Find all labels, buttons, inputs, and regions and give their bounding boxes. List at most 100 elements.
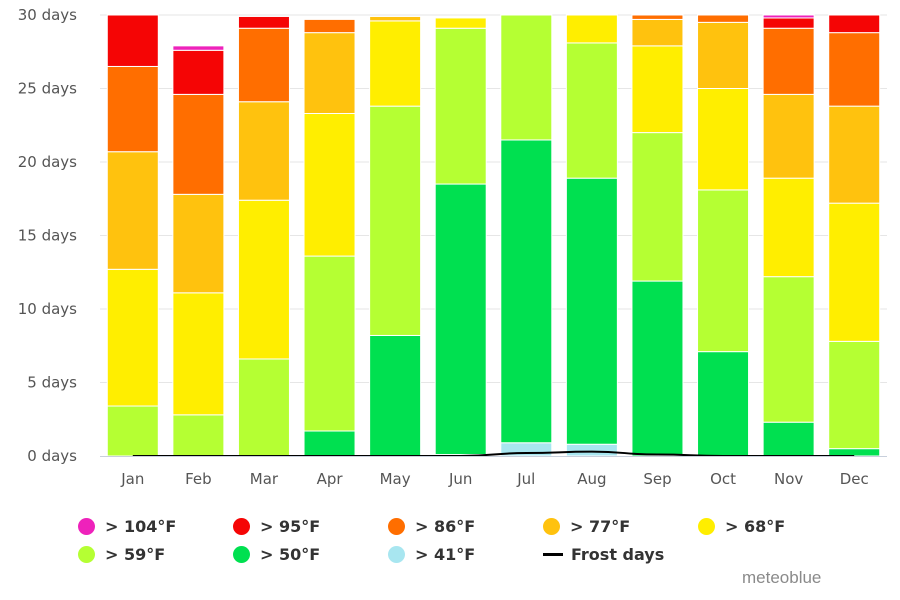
y-tick-label: 20 days — [18, 153, 77, 171]
bar-segment-jun-3[interactable] — [434, 17, 487, 29]
legend-swatch-41f — [388, 545, 405, 563]
bar-segment-jan-2[interactable] — [106, 405, 159, 457]
bar-segment-aug-3[interactable] — [565, 14, 618, 44]
grid-lines — [100, 14, 887, 383]
bar-segment-oct-2[interactable] — [697, 189, 750, 353]
legend-item-77f[interactable]: > 77°F — [543, 517, 698, 536]
bar-segment-apr-5[interactable] — [303, 18, 356, 34]
legend-label-68f: > 68°F — [725, 516, 786, 536]
x-tick-label-aug: Aug — [577, 470, 606, 488]
bar-segment-mar-5[interactable] — [237, 27, 290, 103]
bar-segment-dec-1[interactable] — [828, 448, 881, 457]
bar-segment-apr-4[interactable] — [303, 32, 356, 114]
bar-segment-jul-1[interactable] — [500, 139, 553, 444]
credit-meteoblue[interactable]: meteoblue — [742, 568, 822, 587]
legend-swatch-77f — [543, 517, 560, 535]
bar-segment-jul-2[interactable] — [500, 14, 553, 141]
bar-segment-mar-2[interactable] — [237, 358, 290, 457]
x-tick-label-feb: Feb — [185, 470, 212, 488]
bar-segment-nov-6[interactable] — [762, 17, 815, 29]
bar-segment-feb-5[interactable] — [172, 93, 225, 195]
y-tick-label: 25 days — [18, 80, 77, 98]
y-tick-label: 10 days — [18, 300, 77, 318]
bar-segment-nov-1[interactable] — [762, 421, 815, 457]
bar-segment-feb-6[interactable] — [172, 49, 225, 95]
bar-segment-jan-5[interactable] — [106, 65, 159, 153]
bar-segment-mar-6[interactable] — [237, 15, 290, 29]
bar-segment-jan-6[interactable] — [106, 14, 159, 67]
legend-swatch-68f — [698, 517, 715, 535]
bar-segment-nov-7[interactable] — [762, 14, 815, 19]
legend-item-frost-days[interactable]: Frost days — [543, 545, 698, 564]
bar-segment-may-3[interactable] — [369, 20, 422, 107]
bar-segment-dec-2[interactable] — [828, 340, 881, 450]
bar-segment-mar-3[interactable] — [237, 199, 290, 360]
legend-row-1: > 104°F > 95°F > 86°F > 77°F > 68°F — [78, 512, 838, 540]
bar-segment-oct-1[interactable] — [697, 351, 750, 457]
legend-label-104f: > 104°F — [105, 516, 177, 536]
bar-segment-dec-5[interactable] — [828, 32, 881, 107]
legend-label-77f: > 77°F — [570, 516, 631, 536]
legend-label-50f: > 50°F — [260, 544, 321, 564]
bar-segment-jan-4[interactable] — [106, 151, 159, 270]
legend-label-59f: > 59°F — [105, 544, 166, 564]
x-axis: Jan Feb Mar Apr May Jun Jul Aug Sep Oct Nov Dec — [100, 456, 887, 488]
x-tick-label-nov: Nov — [774, 470, 803, 488]
bar-segment-aug-1[interactable] — [565, 177, 618, 445]
bar-segment-dec-3[interactable] — [828, 202, 881, 342]
bar-segment-apr-2[interactable] — [303, 255, 356, 432]
y-tick-label: 0 days — [27, 447, 77, 465]
legend-item-104f[interactable]: > 104°F — [78, 517, 233, 536]
bar-segment-sep-2[interactable] — [631, 132, 684, 282]
legend-swatch-104f — [78, 517, 95, 535]
bar-segment-feb-2[interactable] — [172, 414, 225, 457]
bar-segment-jun-2[interactable] — [434, 27, 487, 185]
legend-item-59f[interactable]: > 59°F — [78, 545, 233, 564]
y-tick-label: 30 days — [18, 6, 77, 24]
legend-item-68f[interactable]: > 68°F — [698, 517, 838, 536]
bar-segment-sep-1[interactable] — [631, 280, 684, 457]
bar-segment-oct-4[interactable] — [697, 21, 750, 90]
bar-segment-sep-4[interactable] — [631, 18, 684, 47]
legend-item-95f[interactable]: > 95°F — [233, 517, 388, 536]
x-tick-label-oct: Oct — [710, 470, 736, 488]
bar-segment-apr-1[interactable] — [303, 430, 356, 457]
bars — [106, 14, 881, 457]
bar-segment-dec-6[interactable] — [828, 14, 881, 34]
legend-swatch-95f — [233, 517, 250, 535]
y-tick-label: 5 days — [27, 374, 77, 392]
bar-segment-oct-3[interactable] — [697, 88, 750, 191]
legend-label-95f: > 95°F — [260, 516, 321, 536]
bar-segment-sep-5[interactable] — [631, 14, 684, 20]
legend-label-frost-days: Frost days — [571, 544, 665, 564]
bar-segment-aug-2[interactable] — [565, 42, 618, 179]
bar-segment-may-4[interactable] — [369, 15, 422, 22]
bar-segment-nov-4[interactable] — [762, 93, 815, 179]
bar-segment-feb-4[interactable] — [172, 193, 225, 294]
bar-segment-may-2[interactable] — [369, 105, 422, 336]
x-tick-label-may: May — [380, 470, 411, 488]
bar-segment-sep-3[interactable] — [631, 45, 684, 134]
legend-swatch-86f — [388, 517, 405, 535]
x-tick-label-jul: Jul — [516, 470, 535, 488]
bar-segment-may-1[interactable] — [369, 334, 422, 457]
bar-segment-nov-2[interactable] — [762, 276, 815, 423]
x-tick-label-sep: Sep — [643, 470, 671, 488]
bar-segment-nov-5[interactable] — [762, 27, 815, 95]
x-tick-label-jun: Jun — [448, 470, 472, 488]
bar-segment-feb-7[interactable] — [172, 45, 225, 51]
x-tick-label-mar: Mar — [250, 470, 279, 488]
bar-segment-aug-0[interactable] — [565, 443, 618, 457]
bar-segment-apr-3[interactable] — [303, 112, 356, 257]
bar-segment-nov-3[interactable] — [762, 177, 815, 278]
bar-segment-jan-3[interactable] — [106, 268, 159, 407]
legend-item-41f[interactable]: > 41°F — [388, 545, 543, 564]
bar-segment-oct-5[interactable] — [697, 14, 750, 23]
bar-segment-feb-3[interactable] — [172, 292, 225, 416]
y-tick-label: 15 days — [18, 227, 77, 245]
bar-segment-mar-4[interactable] — [237, 101, 290, 201]
legend-item-50f[interactable]: > 50°F — [233, 545, 388, 564]
bar-segment-dec-4[interactable] — [828, 105, 881, 204]
bar-segment-jun-1[interactable] — [434, 183, 487, 456]
legend-item-86f[interactable]: > 86°F — [388, 517, 543, 536]
